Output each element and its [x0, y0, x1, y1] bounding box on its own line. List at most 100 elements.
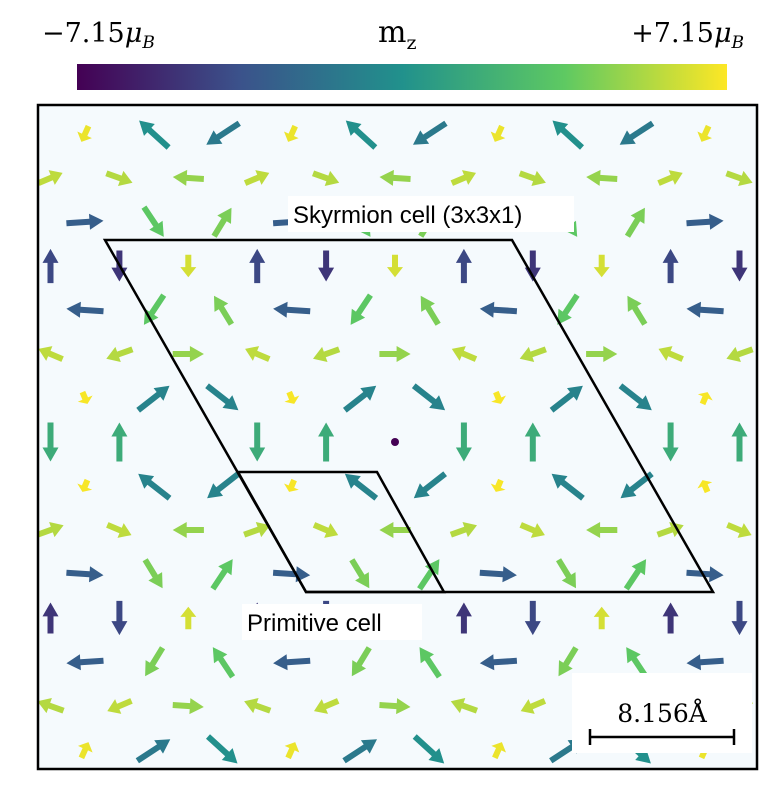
spin-arrow [210, 559, 233, 591]
spin-arrow [141, 205, 164, 237]
spin-arrow [42, 248, 59, 284]
spin-arrow [206, 734, 238, 764]
spin-arrow [172, 522, 204, 538]
spin-arrow [212, 647, 236, 679]
spin-arrow [593, 606, 610, 630]
spin-arrow [38, 346, 64, 362]
spin-arrow [243, 170, 270, 186]
spin-arrow [455, 248, 472, 284]
spin-arrow [413, 120, 448, 145]
spin-arrow [450, 170, 476, 186]
spin-arrow [78, 742, 93, 760]
spin-arrow [455, 422, 472, 462]
spin-arrow [111, 422, 128, 462]
spin-arrow [172, 346, 204, 362]
spin-arrow [211, 207, 232, 238]
skyrmion-cell-label: Skyrmion cell (3x3x1) [293, 202, 522, 229]
spin-arrow [479, 654, 518, 671]
spin-arrow [142, 558, 163, 589]
spin-arrow [273, 301, 311, 318]
spin-arrow [552, 120, 584, 150]
spin-arrow [662, 602, 679, 634]
spin-arrow [593, 254, 610, 278]
plot-panel-border [36, 103, 759, 771]
spin-arrow [551, 473, 585, 501]
spin-arrow [66, 301, 104, 318]
spin-arrow [350, 293, 373, 325]
colorbar [77, 64, 727, 90]
spin-arrow [343, 385, 377, 413]
spin-arrow [379, 169, 411, 186]
spin-arrow [490, 124, 506, 142]
spin-arrow [138, 473, 172, 501]
spin-arrow [455, 602, 472, 634]
spin-arrow [618, 383, 652, 411]
spin-arrow [520, 698, 547, 714]
spin-arrow [245, 346, 271, 362]
spin-arrow [524, 422, 541, 462]
spin-arrow [450, 698, 478, 714]
spin-arrow [623, 559, 647, 591]
spin-arrow [284, 390, 300, 404]
primitive-cell-label: Primitive cell [247, 610, 382, 637]
spin-arrow [557, 293, 580, 325]
spin-arrow [627, 295, 648, 326]
colorbar-title: mz [378, 15, 416, 54]
spin-arrow [479, 566, 517, 583]
spin-arrow [658, 346, 684, 362]
spin-arrow [626, 647, 649, 679]
spin-arrow [411, 383, 446, 411]
spin-arrow [686, 654, 724, 671]
spin-arrow [491, 390, 506, 404]
skyrmion-core [391, 438, 399, 446]
spin-arrow [38, 170, 63, 186]
spin-arrow [697, 124, 712, 142]
primitive-cell-outline [235, 470, 447, 594]
spin-arrow [111, 600, 128, 636]
spin-arrow [379, 698, 411, 715]
spin-arrow [206, 120, 241, 145]
spin-arrow [524, 250, 541, 282]
spin-arrow [558, 646, 579, 677]
spin-arrow [318, 422, 335, 462]
spin-arrow [243, 522, 271, 538]
spin-arrow [449, 522, 477, 538]
spin-arrow [107, 698, 133, 714]
spin-arrow [136, 385, 170, 413]
spin-arrow [284, 478, 299, 492]
spin-arrow [313, 346, 341, 362]
spin-arrow [490, 478, 506, 492]
spin-arrow [214, 295, 234, 326]
spin-arrow [524, 600, 541, 636]
spin-arrow [624, 207, 645, 238]
spin-arrow [318, 250, 335, 282]
spin-arrow [519, 346, 547, 362]
spin-arrow [419, 647, 442, 679]
spin-arrow [106, 346, 134, 362]
spin-arrow [697, 480, 713, 494]
spin-arrow [312, 522, 339, 538]
spin-arrow [314, 698, 340, 714]
spin-arrow [519, 522, 545, 538]
spin-arrow [342, 739, 377, 764]
spin-arrow [656, 522, 684, 538]
spin-arrow [686, 301, 724, 318]
colorbar-min-label: −7.15μB [42, 18, 155, 53]
spin-arrow [66, 213, 104, 230]
spin-arrow [417, 559, 440, 591]
spin-arrow-field [38, 120, 754, 764]
spin-arrow [686, 213, 724, 230]
spin-arrow [379, 522, 411, 538]
spin-arrow [38, 698, 65, 714]
spin-arrow [586, 522, 618, 538]
spin-arrow [42, 422, 59, 462]
spin-arrow [725, 170, 753, 186]
spin-arrow [38, 522, 64, 538]
spin-arrow [413, 471, 447, 499]
spin-arrow [586, 169, 618, 186]
spin-arrow [731, 250, 748, 282]
spin-arrow [77, 390, 93, 404]
spin-arrow [412, 734, 445, 764]
spin-arrow [66, 566, 104, 583]
